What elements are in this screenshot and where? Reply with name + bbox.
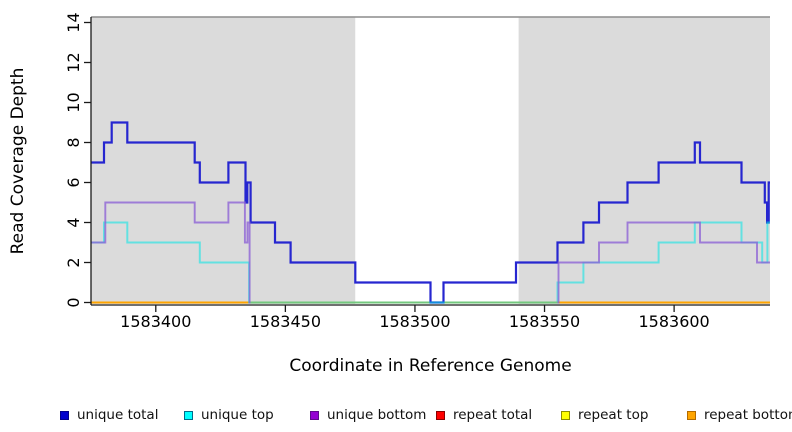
legend-swatch-repeat-total	[436, 410, 445, 420]
legend-item-unique-top: unique top	[184, 404, 274, 426]
legend-item-unique-total: unique total	[60, 404, 158, 426]
legend-swatch-unique-bottom	[310, 410, 319, 420]
legend-label: unique top	[201, 407, 274, 423]
unshaded-unique-region	[355, 17, 519, 304]
legend-swatch-unique-top	[184, 410, 193, 420]
legend: unique total unique top unique bottom repea…	[0, 404, 792, 426]
legend-label: unique bottom	[327, 407, 427, 423]
legend-label: repeat top	[578, 407, 649, 423]
legend-swatch-unique-total	[60, 410, 69, 420]
y-tick-label: 10	[64, 92, 83, 112]
x-axis-title: Coordinate in Reference Genome	[289, 356, 572, 376]
legend-label: repeat bottom	[704, 407, 792, 423]
series-unique-top	[91, 221, 770, 304]
legend-item-repeat-top: repeat top	[561, 404, 648, 426]
x-tick-label: 1583600	[638, 312, 709, 331]
y-tick-label: 6	[64, 177, 83, 187]
legend-item-repeat-bottom: repeat bottom	[687, 404, 792, 426]
x-tick-label: 1583550	[509, 312, 580, 331]
y-tick-label: 0	[64, 297, 83, 307]
x-tick-label: 1583500	[379, 312, 450, 331]
series-unique-bottom	[91, 201, 251, 304]
coverage-chart: 0 2 4 6 8 10 12 14 1583400 1583450 1583500 1583550 1…	[64, 12, 770, 331]
y-tick-label: 4	[64, 217, 83, 227]
shaded-repeat-region	[91, 17, 356, 304]
legend-swatch-repeat-bottom	[687, 410, 696, 420]
legend-item-unique-bottom: unique bottom	[310, 404, 426, 426]
y-tick-label: 12	[64, 52, 83, 72]
y-tick-label: 2	[64, 257, 83, 267]
y-tick-label: 14	[64, 12, 83, 32]
legend-swatch-repeat-top	[561, 410, 570, 420]
legend-label: repeat total	[453, 407, 533, 423]
legend-label: unique total	[77, 407, 159, 423]
series-unique-bottom	[557, 221, 770, 304]
legend-item-repeat-total: repeat total	[436, 404, 532, 426]
y-tick-label: 8	[64, 137, 83, 147]
x-tick-label: 1583450	[250, 312, 321, 331]
shaded-repeat-region	[518, 17, 770, 304]
x-tick-label: 1583400	[120, 312, 191, 331]
